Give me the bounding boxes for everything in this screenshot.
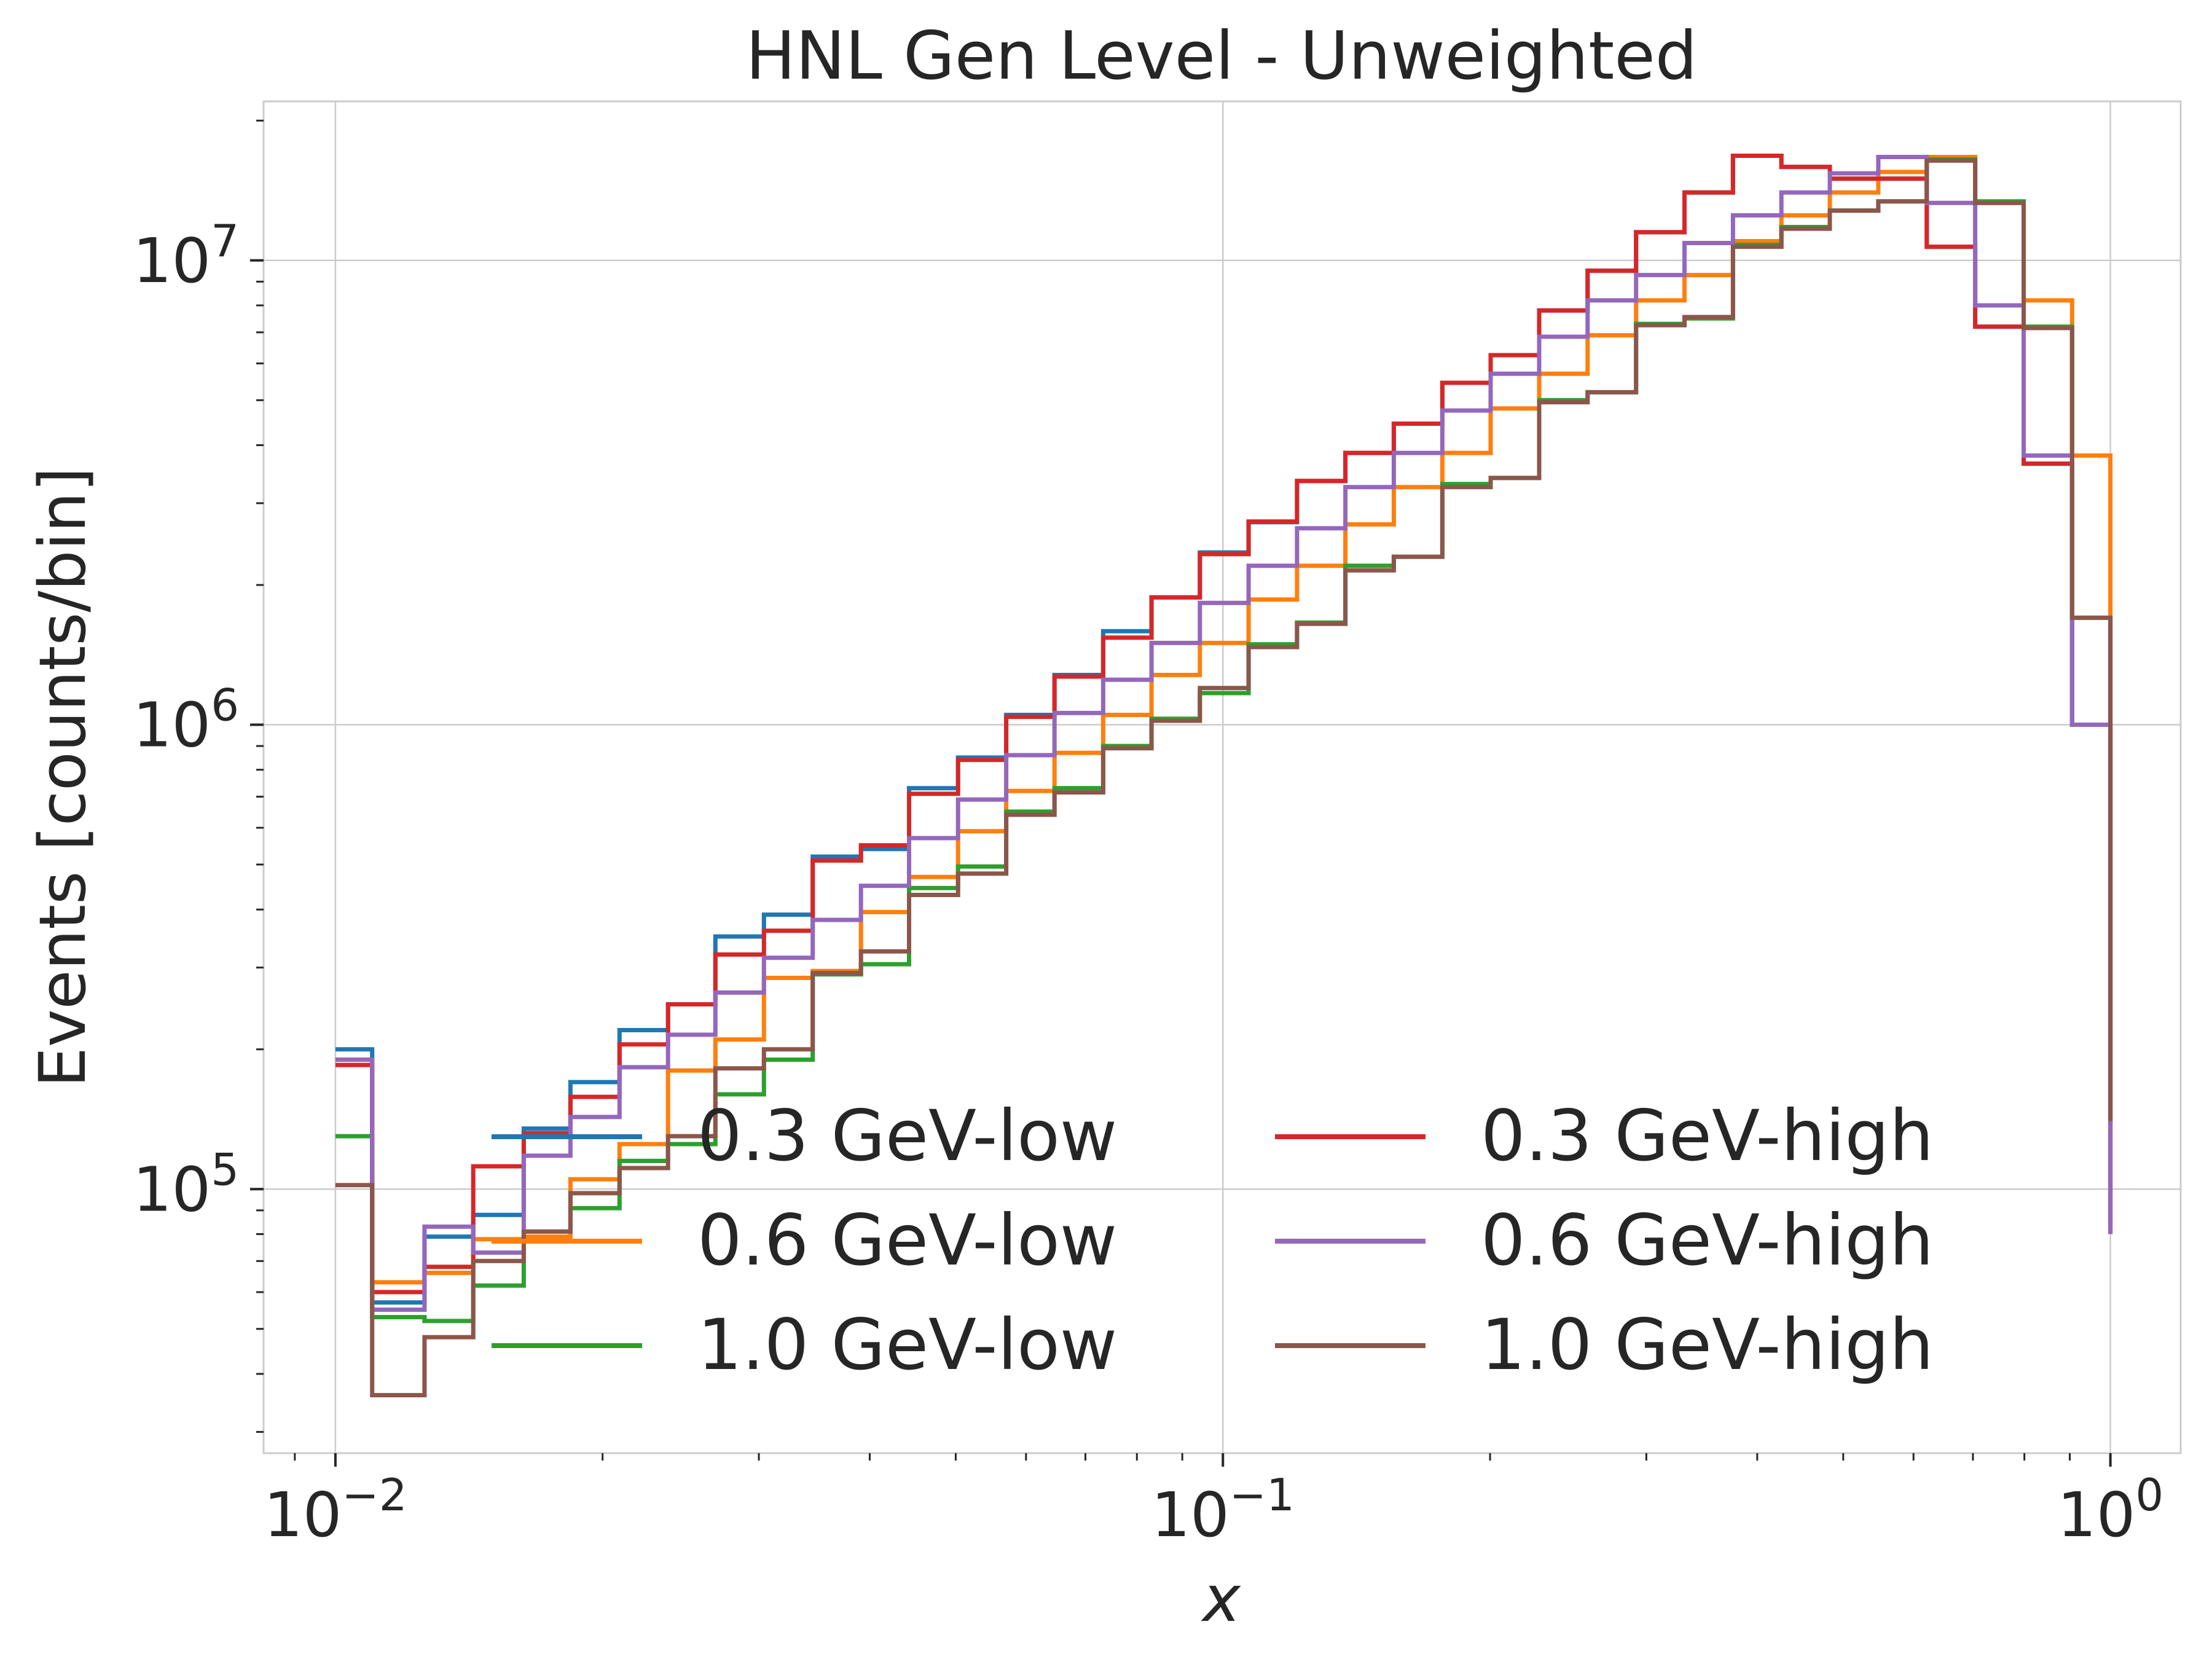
x-tick-label: 10−2 bbox=[264, 1469, 407, 1551]
y-tick-label: 105 bbox=[133, 1143, 239, 1225]
x-tick-label: 10−1 bbox=[1151, 1469, 1295, 1551]
legend: 0.3 GeV-low 0.6 GeV-low 1.0 GeV-low 0.3 GeV… bbox=[492, 1095, 1934, 1386]
legend-label: 0.3 GeV-low bbox=[697, 1095, 1117, 1177]
series-line bbox=[335, 155, 2113, 1312]
series-group bbox=[335, 154, 2113, 1398]
y-tick-label: 107 bbox=[133, 215, 239, 297]
legend-label: 0.6 GeV-low bbox=[697, 1199, 1117, 1281]
x-axis-label: x bbox=[1201, 1561, 1241, 1636]
chart-title: HNL Gen Level - Unweighted bbox=[746, 18, 1698, 95]
series-line bbox=[335, 154, 2113, 1295]
x-tick-label: 100 bbox=[2057, 1469, 2163, 1551]
legend-label: 1.0 GeV-high bbox=[1481, 1304, 1934, 1386]
legend-label: 0.6 GeV-high bbox=[1481, 1199, 1934, 1281]
legend-label: 1.0 GeV-low bbox=[697, 1304, 1117, 1386]
y-axis-label: Events [counts/bin] bbox=[25, 467, 100, 1088]
y-axis-ticks: 105 106 107 bbox=[133, 119, 264, 1433]
legend-label: 0.3 GeV-high bbox=[1481, 1095, 1934, 1177]
series-line bbox=[335, 158, 2113, 1398]
x-axis-ticks: 10−2 10−1 100 bbox=[264, 1453, 2163, 1551]
y-tick-label: 106 bbox=[133, 680, 239, 761]
